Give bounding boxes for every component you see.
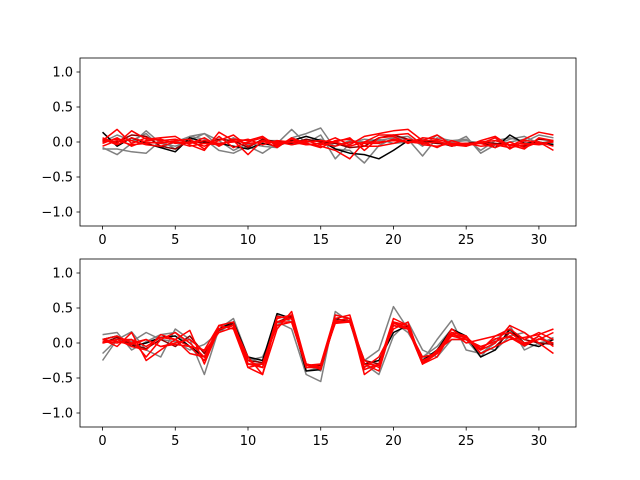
x-tick-label: 25 xyxy=(458,434,475,449)
y-tick-label: 0.0 xyxy=(52,136,73,151)
x-tick-label: 30 xyxy=(531,434,548,449)
x-tick-label: 15 xyxy=(312,233,329,248)
y-tick-label: −0.5 xyxy=(41,372,73,387)
series-group xyxy=(102,127,554,164)
series-line-0 xyxy=(102,127,554,164)
bottom-subplot: 0 5 10 15 20 25 30 −1.0 −0.5 0.0 0.5 1.0 xyxy=(41,258,577,449)
y-tick-label: −0.5 xyxy=(41,171,73,186)
x-tick-label: 25 xyxy=(458,233,475,248)
x-tick-label: 10 xyxy=(240,233,257,248)
x-tick-label: 0 xyxy=(98,434,106,449)
y-tick-label: 1.0 xyxy=(52,267,73,282)
x-tick-label: 0 xyxy=(98,233,106,248)
series-line-10 xyxy=(102,321,554,367)
series-group xyxy=(101,305,554,383)
series-line-10 xyxy=(102,137,554,150)
y-tick-label: 0.5 xyxy=(52,302,73,317)
y-tick-label: 0.0 xyxy=(52,337,73,352)
x-tick-label: 15 xyxy=(312,434,329,449)
y-tick-label: −1.0 xyxy=(41,206,73,221)
x-tick-label: 20 xyxy=(385,233,402,248)
y-tick-label: −1.0 xyxy=(41,407,73,422)
y-tick-label: 1.0 xyxy=(52,66,73,81)
x-tick-label: 5 xyxy=(171,434,179,449)
y-tick-label: 0.5 xyxy=(52,101,73,116)
x-tick-label: 30 xyxy=(531,233,548,248)
x-tick-label: 10 xyxy=(240,434,257,449)
x-tick-label: 5 xyxy=(171,233,179,248)
x-tick-label: 20 xyxy=(385,434,402,449)
top-subplot: 0 5 10 15 20 25 30 −1.0 −0.5 0.0 0.5 1.0 xyxy=(41,57,577,248)
